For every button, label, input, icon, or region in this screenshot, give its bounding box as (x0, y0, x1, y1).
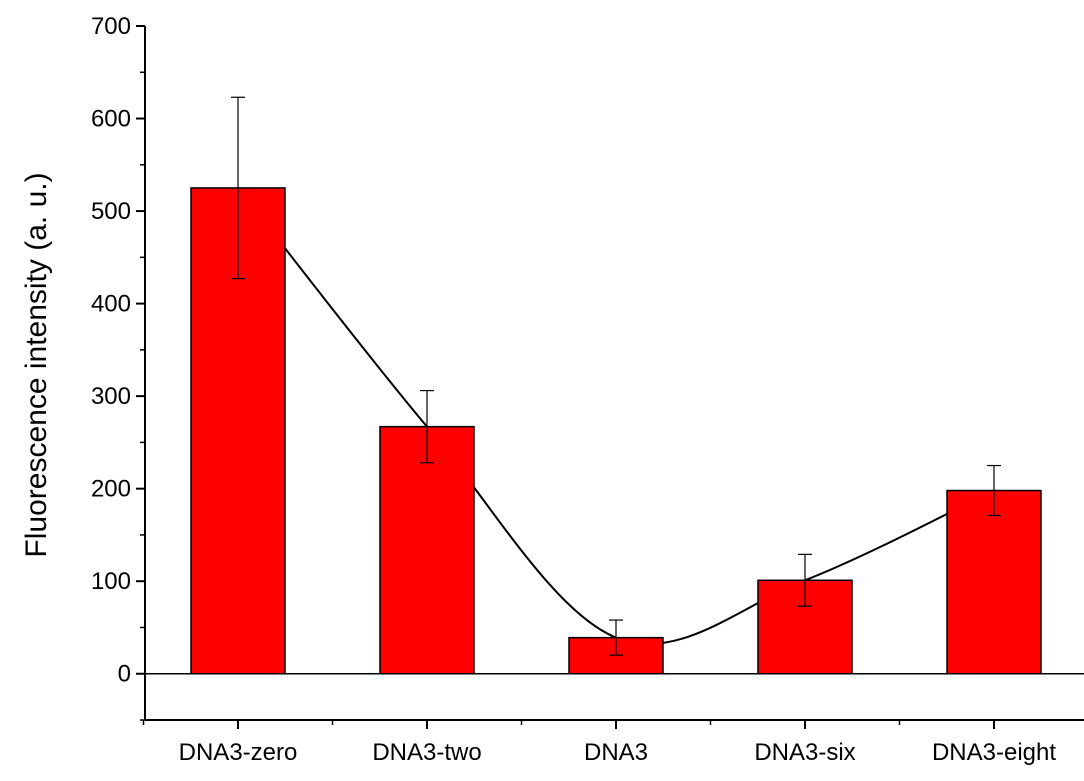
x-category-label-dna3-six: DNA3-six (754, 739, 855, 766)
x-category-label-dna3-eight: DNA3-eight (932, 739, 1056, 766)
trend-line (237, 187, 995, 645)
axes-layer: 0 100 200 300 400 500 600 700 DNA3-zero DNA3-two D… (91, 13, 1084, 766)
y-tick-label-300: 300 (91, 383, 131, 410)
x-category-label-dna3: DNA3 (584, 739, 648, 766)
bar-dna3-eight (946, 489, 1042, 675)
trend-line-layer (237, 187, 995, 645)
error-bars-layer (231, 96, 1001, 656)
y-tick-label-0: 0 (118, 661, 131, 688)
bars-layer (190, 187, 1042, 675)
y-tick-label-400: 400 (91, 291, 131, 318)
error-bar-dna3-eight (987, 464, 1001, 517)
y-tick-label-700: 700 (91, 13, 131, 40)
error-bar-dna3-two (420, 389, 434, 464)
y-tick-label-500: 500 (91, 198, 131, 225)
x-category-label-dna3-two: DNA3-two (372, 739, 481, 766)
y-axis-title: Fluorescence intensity (a. u.) (20, 172, 53, 557)
x-category-label-dna3-zero: DNA3-zero (179, 739, 298, 766)
y-tick-label-100: 100 (91, 568, 131, 595)
error-bar-dna3-zero (231, 96, 245, 280)
y-tick-label-600: 600 (91, 106, 131, 133)
bar-dna3-two (379, 425, 475, 675)
error-bar-dna3 (609, 619, 623, 656)
y-tick-label-200: 200 (91, 476, 131, 503)
error-bar-dna3-six (798, 553, 812, 607)
